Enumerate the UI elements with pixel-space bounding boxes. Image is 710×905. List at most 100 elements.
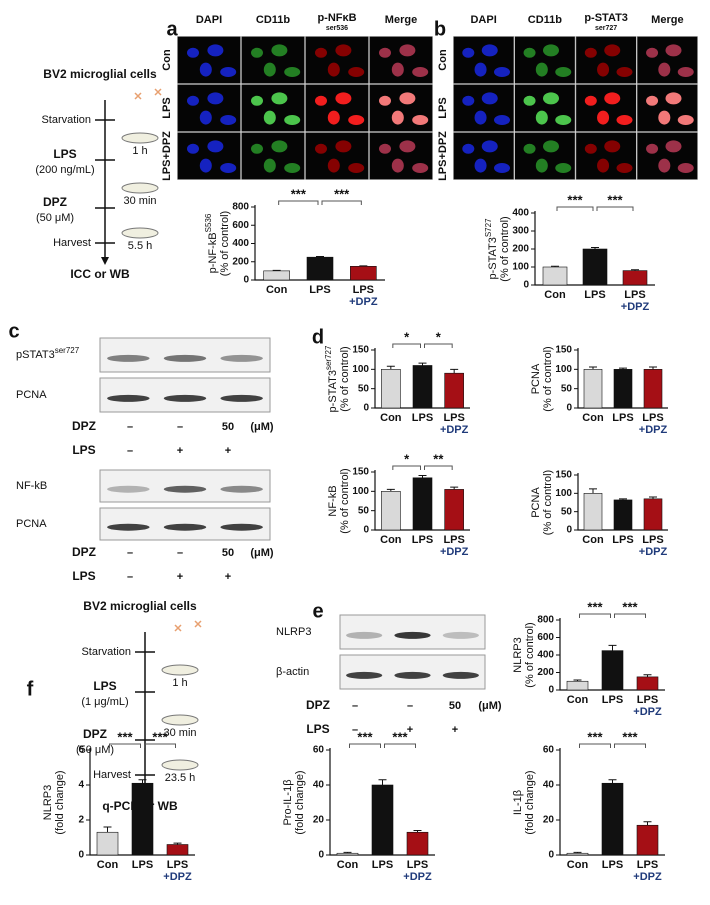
y-axis-label-text: PCNA bbox=[530, 487, 542, 518]
dish bbox=[121, 227, 159, 239]
cell bbox=[199, 158, 212, 173]
cell bbox=[391, 110, 404, 125]
stain-label: Merge bbox=[385, 14, 417, 26]
label: DPZ bbox=[83, 727, 107, 741]
error-bar bbox=[643, 821, 652, 826]
cell bbox=[348, 163, 365, 173]
y-axis-label-text: Pro-IL-1β bbox=[282, 779, 294, 825]
x-tick-label: Con bbox=[544, 289, 566, 301]
y-axis-label: p-STAT3ser727 bbox=[324, 345, 339, 412]
label: DPZ bbox=[72, 419, 96, 433]
x-tick-label: LPS bbox=[412, 534, 433, 546]
cell bbox=[677, 163, 694, 173]
cell bbox=[199, 110, 212, 125]
error-bar bbox=[608, 644, 617, 651]
x-tick-label: LPS bbox=[602, 694, 623, 706]
cell bbox=[251, 47, 263, 58]
label: LPS bbox=[306, 722, 329, 736]
y-axis-label: (% of control) bbox=[542, 470, 554, 535]
y-tick-label: 0 bbox=[566, 403, 572, 414]
band bbox=[220, 485, 263, 493]
cell bbox=[555, 163, 572, 173]
cell bbox=[597, 158, 610, 173]
significance-bracket bbox=[614, 743, 646, 748]
blot-label-text: PCNA bbox=[16, 389, 47, 401]
label: (50 μM) bbox=[76, 744, 114, 756]
cell bbox=[199, 62, 212, 77]
cell bbox=[462, 95, 475, 106]
error-bar bbox=[316, 255, 324, 258]
error-bar bbox=[418, 362, 427, 366]
bar bbox=[444, 372, 464, 409]
y-axis-label: (% of control) bbox=[542, 346, 554, 411]
duration: 1 h bbox=[172, 677, 187, 689]
cell bbox=[474, 62, 487, 77]
bar bbox=[582, 248, 608, 286]
error-bar bbox=[343, 851, 352, 854]
row-label: LPS+DPZ bbox=[437, 131, 449, 181]
bar bbox=[406, 831, 429, 856]
significance-bracket bbox=[596, 206, 634, 211]
y-axis-label: NLRP3 bbox=[512, 637, 524, 672]
cell bbox=[327, 110, 340, 125]
cell bbox=[412, 67, 429, 77]
bar bbox=[350, 266, 377, 281]
significance: *** bbox=[567, 192, 583, 207]
row-label: Con bbox=[437, 49, 449, 71]
error-bar bbox=[551, 265, 559, 267]
blot-label-text: β-actin bbox=[276, 666, 309, 678]
bar bbox=[566, 852, 589, 856]
cell bbox=[523, 143, 536, 154]
significance-bracket bbox=[109, 743, 141, 748]
significance: ** bbox=[433, 451, 444, 466]
error-bar bbox=[386, 488, 395, 492]
cell bbox=[220, 163, 237, 173]
error-bar bbox=[573, 851, 582, 854]
bar bbox=[643, 369, 663, 409]
significance-bracket bbox=[579, 613, 611, 618]
stain-label: DAPI bbox=[196, 14, 222, 26]
x-tick-label: LPS +DPZ bbox=[633, 694, 662, 718]
blot-label-text: pSTAT3 bbox=[16, 349, 55, 361]
cell bbox=[597, 62, 610, 77]
y-axis-label: PCNA bbox=[530, 363, 542, 394]
bar bbox=[583, 493, 603, 531]
significance-bracket bbox=[424, 465, 453, 470]
x-tick-label: LPS bbox=[584, 289, 605, 301]
cell bbox=[207, 140, 224, 153]
cell bbox=[348, 115, 365, 125]
label: + bbox=[177, 445, 183, 457]
cell bbox=[481, 92, 498, 105]
error-bar bbox=[608, 779, 617, 784]
bar bbox=[412, 365, 433, 409]
x-tick-label: LPS +DPZ bbox=[639, 534, 668, 558]
band bbox=[394, 671, 431, 679]
label: + bbox=[452, 724, 458, 736]
label: + bbox=[225, 445, 231, 457]
stain-label: p-NFκB bbox=[317, 12, 356, 24]
cell bbox=[335, 44, 352, 57]
cell bbox=[379, 47, 391, 58]
cell bbox=[543, 92, 559, 105]
cell bbox=[271, 140, 288, 153]
significance-bracket bbox=[349, 743, 381, 748]
x-tick-label: LPS +DPZ bbox=[639, 412, 668, 436]
arrow-head bbox=[101, 257, 109, 265]
label: – bbox=[177, 421, 183, 433]
cell bbox=[677, 67, 694, 77]
y-tick-label: 0 bbox=[318, 850, 324, 861]
cell bbox=[399, 92, 416, 105]
cell bbox=[535, 62, 548, 77]
y-tick-label: 6 bbox=[78, 745, 84, 756]
label: DPZ bbox=[43, 195, 67, 209]
dish bbox=[161, 759, 199, 771]
cell bbox=[251, 95, 263, 106]
panel-letter: f bbox=[27, 678, 34, 700]
label: 50 bbox=[449, 700, 461, 712]
x-tick-label: LPS +DPZ bbox=[440, 412, 469, 436]
error-bar bbox=[619, 367, 627, 370]
y-tick-label: 150 bbox=[555, 345, 572, 356]
x-tick-label: Con bbox=[97, 859, 119, 871]
y-tick-label: 300 bbox=[512, 226, 529, 237]
